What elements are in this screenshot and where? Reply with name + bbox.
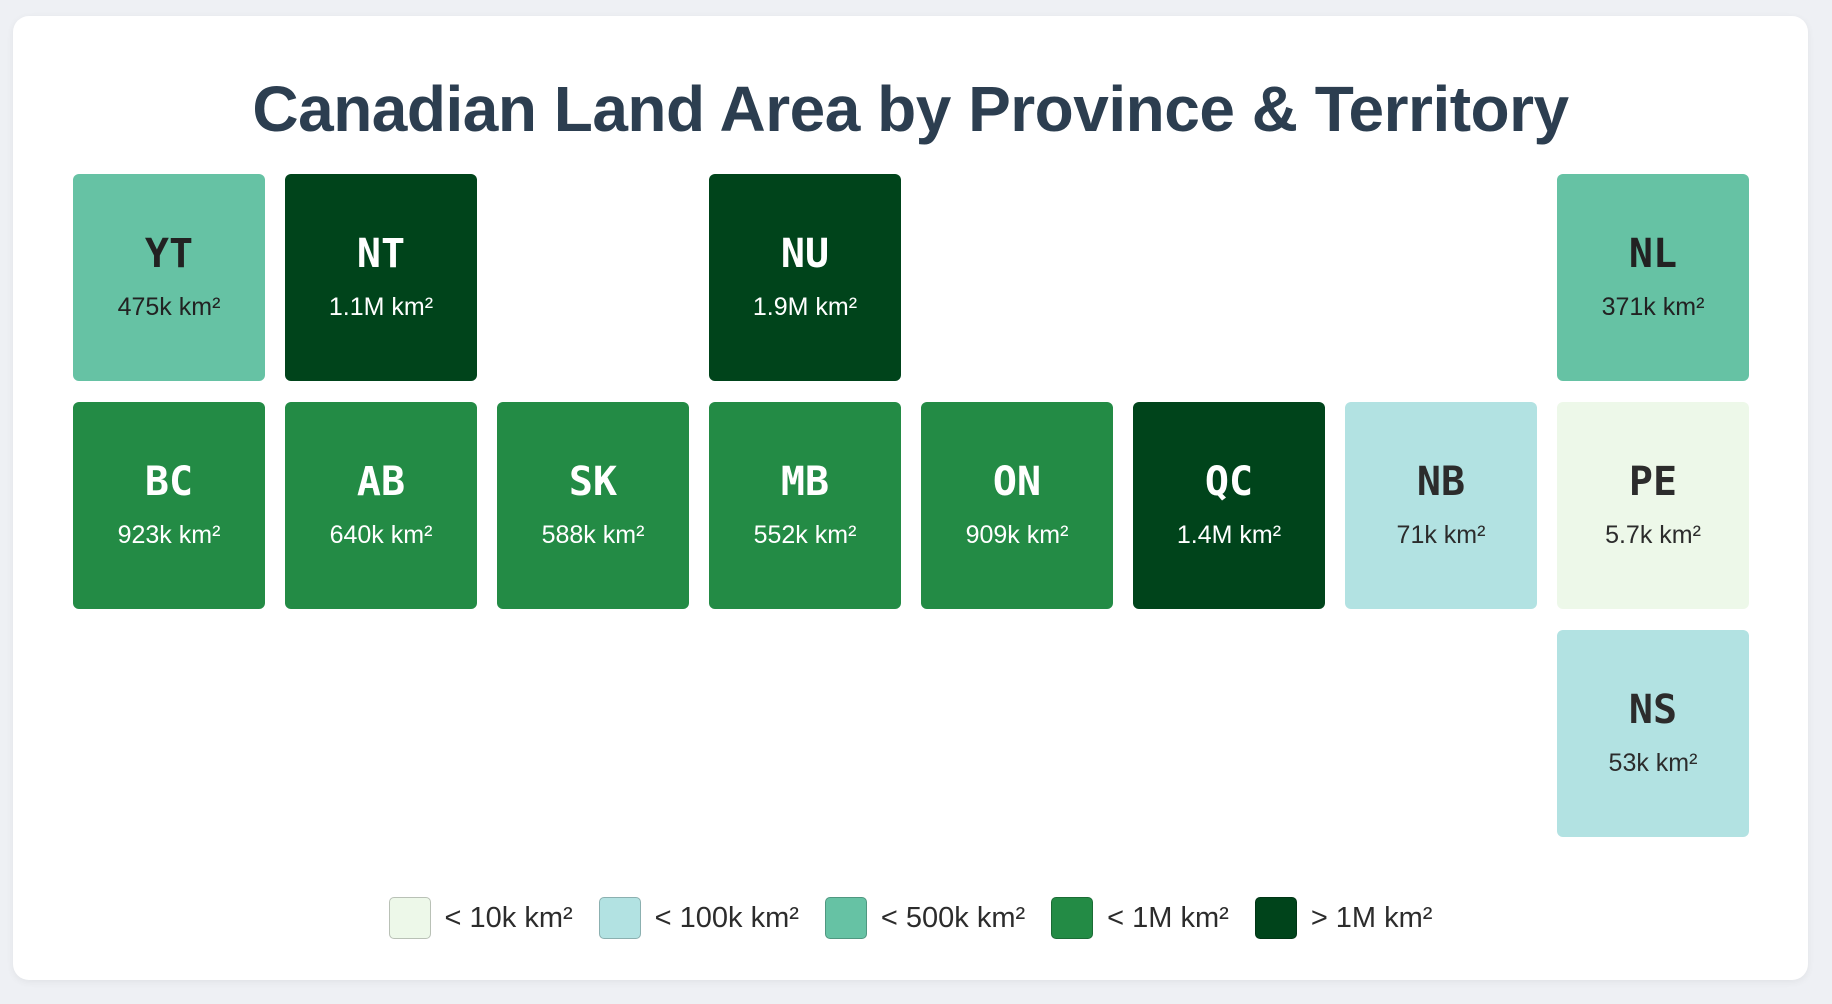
tile-code: NB [1416,459,1466,505]
tile-on: ON 909k km² [921,402,1113,609]
chart-card: Canadian Land Area by Province & Territo… [13,16,1808,980]
legend-item: > 1M km² [1254,897,1433,939]
chart-title: Canadian Land Area by Province & Territo… [252,73,1569,145]
tile-code: QC [1204,459,1254,505]
tile-qc: QC 1.4M km² [1133,402,1325,609]
tile-pe: PE 5.7k km² [1557,402,1749,609]
tile-area: 475k km² [117,293,221,321]
tile-code: NS [1628,687,1678,733]
tile-area: 5.7k km² [1605,521,1701,549]
legend-label: > 1M km² [1310,901,1433,934]
legend-swatch [388,897,431,939]
legend: < 10k km² < 100k km² < 500k km² < 1M km² > 1… [13,897,1808,939]
tile-area: 552k km² [753,521,857,549]
legend-item: < 1M km² [1051,897,1229,939]
legend-item: < 10k km² [388,897,573,939]
tile-code: ON [992,459,1042,505]
legend-label: < 1M km² [1107,901,1229,934]
legend-label: < 10k km² [444,901,573,934]
legend-item: < 500k km² [824,897,1026,939]
tile-area: 1.4M km² [1176,521,1282,549]
tile-area: 1.1M km² [328,293,434,321]
tile-area: 923k km² [117,521,221,549]
tile-ns: NS 53k km² [1557,630,1749,837]
tile-nu: NU 1.9M km² [709,174,901,381]
tile-area: 640k km² [329,521,433,549]
tile-mb: MB 552k km² [709,402,901,609]
legend-label: < 100k km² [654,901,799,934]
tile-code: MB [780,459,830,505]
tile-yt: YT 475k km² [73,174,265,381]
tile-area: 371k km² [1601,293,1705,321]
legend-item: < 100k km² [598,897,799,939]
tile-code: BC [144,459,194,505]
tile-bc: BC 923k km² [73,402,265,609]
legend-swatch [1254,897,1297,939]
legend-swatch [598,897,641,939]
tile-area: 588k km² [541,521,645,549]
tile-nl: NL 371k km² [1557,174,1749,381]
tile-nt: NT 1.1M km² [285,174,477,381]
tile-nb: NB 71k km² [1345,402,1537,609]
tile-area: 1.9M km² [752,293,858,321]
tile-code: NU [780,231,830,277]
tile-code: SK [568,459,618,505]
tile-sk: SK 588k km² [497,402,689,609]
tile-area: 53k km² [1608,749,1698,777]
legend-swatch [1051,897,1094,939]
tile-code: YT [144,231,194,277]
tile-area: 71k km² [1396,521,1486,549]
tile-code: AB [356,459,406,505]
tile-code: PE [1628,459,1678,505]
legend-label: < 500k km² [880,901,1026,934]
legend-swatch [824,897,867,939]
tile-code: NT [356,231,406,277]
tile-area: 909k km² [965,521,1069,549]
tile-code: NL [1628,231,1678,277]
tile-ab: AB 640k km² [285,402,477,609]
